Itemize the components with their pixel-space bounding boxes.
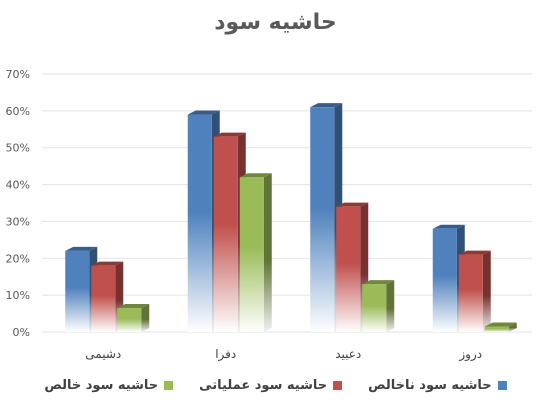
bar-front [432, 228, 457, 332]
chart-title: حاشیه سود [214, 10, 337, 35]
bar-side [263, 173, 272, 332]
bar-top [239, 173, 272, 178]
legend-item-net: حاشیه سود خالص [44, 378, 174, 393]
bar-front [65, 250, 90, 332]
bar-front [187, 114, 212, 333]
bar-front [91, 265, 116, 332]
x-tick-label: دروز [458, 347, 482, 362]
y-tick-label: 40% [6, 179, 30, 192]
bar-top [432, 224, 465, 229]
legend-swatch-gross [497, 381, 507, 390]
bars [65, 103, 517, 333]
bar-side [482, 250, 491, 332]
legend-item-gross: حاشیه سود ناخالص [368, 378, 507, 393]
bar-top [362, 280, 395, 285]
y-tick-label: 50% [6, 142, 30, 155]
bar-front [213, 136, 238, 332]
bar-side [141, 304, 150, 332]
bar-top [91, 261, 124, 266]
x-axis-labels: دشیمی دفرا دعبید دروز [85, 347, 482, 362]
legend-item-operating: حاشیه سود عملیاتی [199, 378, 343, 393]
y-axis-ticks: 0% 10% 20% 30% 40% 50% 60% 70% [6, 68, 30, 339]
x-tick-label: دفرا [215, 347, 236, 362]
bar-front [117, 308, 142, 332]
x-tick-label: دعبید [335, 347, 361, 361]
bar-side [508, 322, 517, 332]
y-tick-label: 30% [6, 215, 30, 228]
legend-label-operating: حاشیه سود عملیاتی [199, 378, 328, 393]
bar-front [458, 254, 483, 332]
bar-top [484, 322, 517, 327]
bar-front [362, 284, 387, 332]
y-tick-label: 60% [6, 105, 30, 118]
bar-top [187, 110, 220, 115]
bar-top [310, 103, 343, 108]
bar [239, 173, 272, 332]
bar [458, 250, 491, 332]
bar-top [213, 132, 246, 137]
x-tick-label: دشیمی [85, 347, 121, 361]
bar [91, 261, 124, 332]
legend: حاشیه سود ناخالص حاشیه سود عملیاتی حاشیه… [0, 378, 551, 393]
y-tick-label: 0% [13, 326, 30, 339]
bar [117, 304, 150, 332]
bar-top [65, 246, 98, 251]
bar-front [484, 326, 509, 332]
bar-front [336, 206, 361, 332]
y-tick-label: 70% [6, 68, 30, 81]
bar-side [386, 280, 395, 332]
legend-swatch-operating [333, 381, 343, 390]
y-tick-label: 10% [6, 289, 30, 302]
bar [484, 322, 517, 332]
legend-label-net: حاشیه سود خالص [44, 378, 159, 393]
legend-label-gross: حاشیه سود ناخالص [368, 378, 492, 393]
y-tick-label: 20% [6, 252, 30, 265]
bar [362, 280, 395, 332]
legend-swatch-net [164, 381, 174, 390]
bar-front [239, 177, 264, 332]
bar-top [336, 202, 369, 207]
bar-front [310, 107, 335, 333]
bar-top [117, 304, 150, 309]
bar-top [458, 250, 491, 255]
